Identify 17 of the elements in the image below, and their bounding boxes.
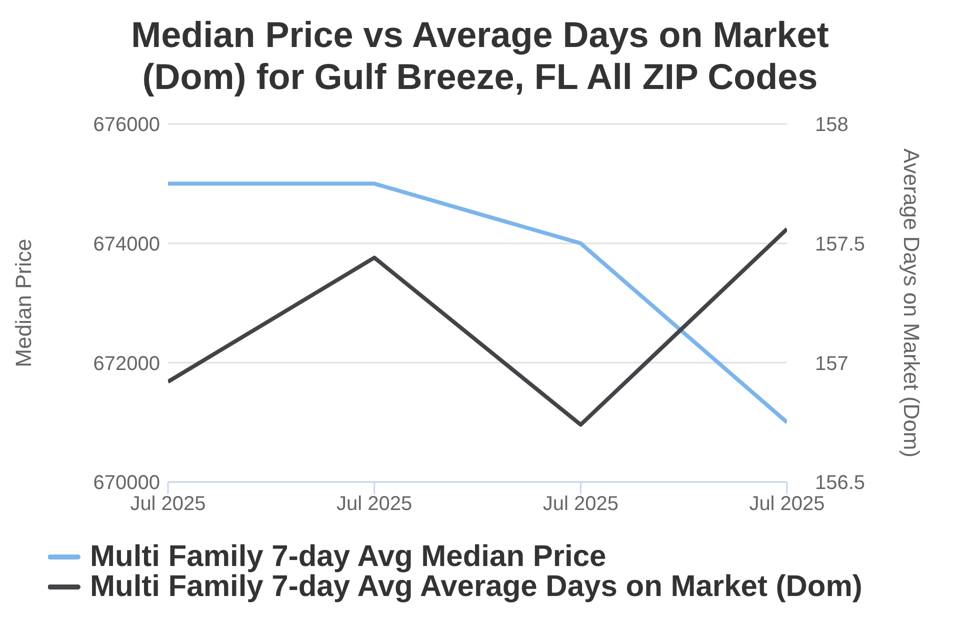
line-series: [168, 227, 787, 427]
y2-tick-label: 157: [815, 352, 848, 375]
y-tick-label: 672000: [93, 352, 160, 375]
y-tick-label: 674000: [93, 233, 160, 256]
y-tick-label: 676000: [93, 114, 160, 136]
x-tick-label: Jul 2025: [130, 493, 206, 516]
x-tick-label: Jul 2025: [336, 493, 412, 516]
y2-tick-label: 156.5: [815, 472, 866, 494]
y-axis-title: Median Price: [10, 238, 36, 368]
chart-title: Median Price vs Average Days on Market (Dom) for Gulf Breeze, FL All ZIP Codes: [130, 13, 830, 98]
y-tick-label: 670000: [93, 472, 160, 494]
x-tick-label: Jul 2025: [542, 493, 618, 516]
legend-label: Multi Family 7-day Avg Median Price: [90, 540, 606, 573]
x-tick-label: Jul 2025: [749, 493, 825, 516]
y2-axis-title: Average Days on Market (Dom): [899, 148, 924, 458]
y2-tick-label: 158: [815, 114, 848, 136]
y2-tick-label: 157.5: [815, 233, 866, 256]
